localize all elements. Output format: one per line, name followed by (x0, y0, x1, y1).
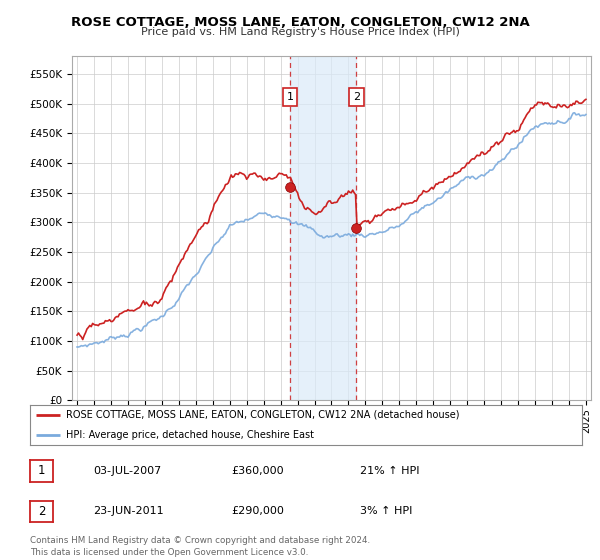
Text: 2: 2 (38, 505, 45, 518)
Bar (290, 56, 356, 400)
Text: 2: 2 (353, 92, 360, 102)
Text: 23-JUN-2011: 23-JUN-2011 (93, 506, 164, 516)
Text: Contains HM Land Registry data © Crown copyright and database right 2024.
This d: Contains HM Land Registry data © Crown c… (30, 536, 370, 557)
Text: 3% ↑ HPI: 3% ↑ HPI (360, 506, 412, 516)
Text: ROSE COTTAGE, MOSS LANE, EATON, CONGLETON, CW12 2NA: ROSE COTTAGE, MOSS LANE, EATON, CONGLETO… (71, 16, 529, 29)
Text: ROSE COTTAGE, MOSS LANE, EATON, CONGLETON, CW12 2NA (detached house): ROSE COTTAGE, MOSS LANE, EATON, CONGLETO… (66, 410, 460, 420)
Text: £290,000: £290,000 (231, 506, 284, 516)
Text: 1: 1 (286, 92, 293, 102)
Text: 21% ↑ HPI: 21% ↑ HPI (360, 466, 419, 476)
Text: £360,000: £360,000 (231, 466, 284, 476)
Text: 1: 1 (38, 464, 45, 478)
Text: 03-JUL-2007: 03-JUL-2007 (93, 466, 161, 476)
Text: Price paid vs. HM Land Registry's House Price Index (HPI): Price paid vs. HM Land Registry's House … (140, 27, 460, 37)
Text: HPI: Average price, detached house, Cheshire East: HPI: Average price, detached house, Ches… (66, 430, 314, 440)
